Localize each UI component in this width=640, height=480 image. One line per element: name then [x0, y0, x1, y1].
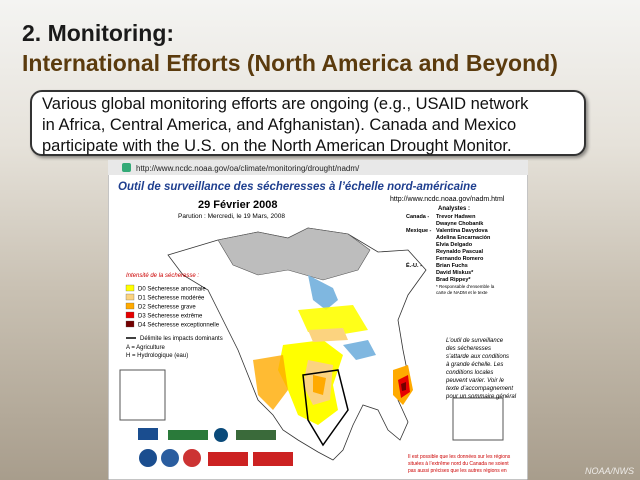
analysts-note: carte de NADM et le texte [436, 290, 488, 295]
legend-swatch [125, 302, 135, 310]
analyst-name: Adelina Encarnación [436, 235, 491, 241]
analyst-name: David Miskus* [436, 270, 474, 276]
map-date: 29 Février 2008 [198, 199, 278, 211]
analyst-country: É.-U. - [406, 261, 422, 269]
no-data-region [217, 227, 371, 281]
note-line: s’attarde aux conditions [446, 354, 509, 360]
legend-swatch [125, 293, 135, 301]
analysts-heading: Analystes : [438, 206, 470, 212]
legend-swatch [125, 311, 135, 319]
note-line: texte d’accompagnement [446, 386, 513, 392]
water [343, 340, 376, 360]
analyst-name: Trevor Hadwen [436, 214, 476, 220]
callout-line: participate with the U.S. on the North A… [42, 137, 512, 155]
callout-line: in Africa, Central America, and Afghanis… [42, 116, 517, 134]
title-line: International Efforts (North America and… [22, 50, 558, 76]
note-line: à grande échelle. Les [446, 362, 503, 368]
analyst-name: Brian Fuchs [436, 263, 468, 269]
analyst-name: Elvia Delgado [436, 242, 473, 248]
note: L’outil de surveillance des sécheresses s’… [445, 338, 517, 400]
legend-label: D2 Sécheresse grave [138, 305, 196, 311]
impact-label: H = Hydrologique (eau) [126, 353, 188, 359]
callout-line: Various global monitoring efforts are on… [42, 95, 529, 113]
footnote-line: pas aussi précises que les autres région… [408, 468, 507, 474]
water [308, 275, 338, 310]
analyst-name: Dwayne Chobanik [436, 221, 484, 227]
analyst-country: Canada - [406, 214, 429, 220]
impact-label: Délimite les impacts dominants [140, 336, 223, 342]
legend-label: D1 Sécheresse modérée [138, 296, 205, 302]
note-line: L’outil de surveillance [446, 338, 504, 344]
drought-area [298, 305, 368, 335]
note-line: conditions locales [446, 370, 493, 376]
footnote-line: situées à l’extrême nord du Canada ne so… [408, 461, 509, 467]
impact-boundary [302, 369, 349, 447]
footnote: Il est possible que les données sur les … [408, 454, 511, 474]
map-url: http://www.ncdc.noaa.gov/nadm.html [390, 196, 505, 203]
drought-area [313, 375, 326, 395]
legend-swatch [125, 284, 135, 292]
footnote-line: Il est possible que les données sur les … [408, 454, 511, 460]
drought-area [308, 328, 348, 342]
logos [138, 428, 293, 467]
analyst-name: Brad Rippey* [436, 277, 471, 283]
legend-title: Intensité de la sécheresse : [126, 273, 199, 279]
analyst-name: Reynaldo Pascual [436, 249, 484, 255]
analysts-note: * Responsable d’ensemble la [436, 284, 495, 289]
analyst-country: Mexique - [406, 228, 432, 234]
note-line: pour un sommaire général [445, 394, 517, 400]
legend-swatch [125, 320, 135, 328]
analyst-name: Valentina Davydova [436, 228, 489, 234]
analyst-name: Fernando Romero [436, 256, 484, 262]
note-line: peuvent varier. Voir le [445, 378, 505, 384]
legend-label: D3 Sécheresse extrême [138, 314, 203, 320]
map-screenshot: http://www.ncdc.noaa.gov/oa/climate/moni… [108, 160, 528, 480]
legend-label: D0 Sécheresse anormale [138, 287, 206, 293]
url-bar: http://www.ncdc.noaa.gov/oa/climate/moni… [136, 164, 360, 173]
impact-label: A = Agriculture [126, 345, 166, 351]
legend: D0 Sécheresse anormale D1 Sécheresse modé… [125, 284, 220, 329]
title-line: 2. Monitoring: [22, 20, 175, 46]
inset-box [119, 369, 166, 421]
drought-area [401, 382, 406, 391]
drought-area [253, 355, 288, 410]
map-issued: Parution : Mercredi, le 19 Mars, 2008 [178, 213, 285, 220]
legend-label: D4 Sécheresse exceptionnelle [138, 323, 220, 329]
callout: Various global monitoring efforts are on… [30, 90, 586, 156]
map-title: Outil de surveillance des sécheresses à … [118, 181, 477, 193]
note-line: des sécheresses [446, 346, 491, 352]
inset-box [452, 397, 504, 441]
watermark: NOAA/NWS [584, 466, 634, 476]
